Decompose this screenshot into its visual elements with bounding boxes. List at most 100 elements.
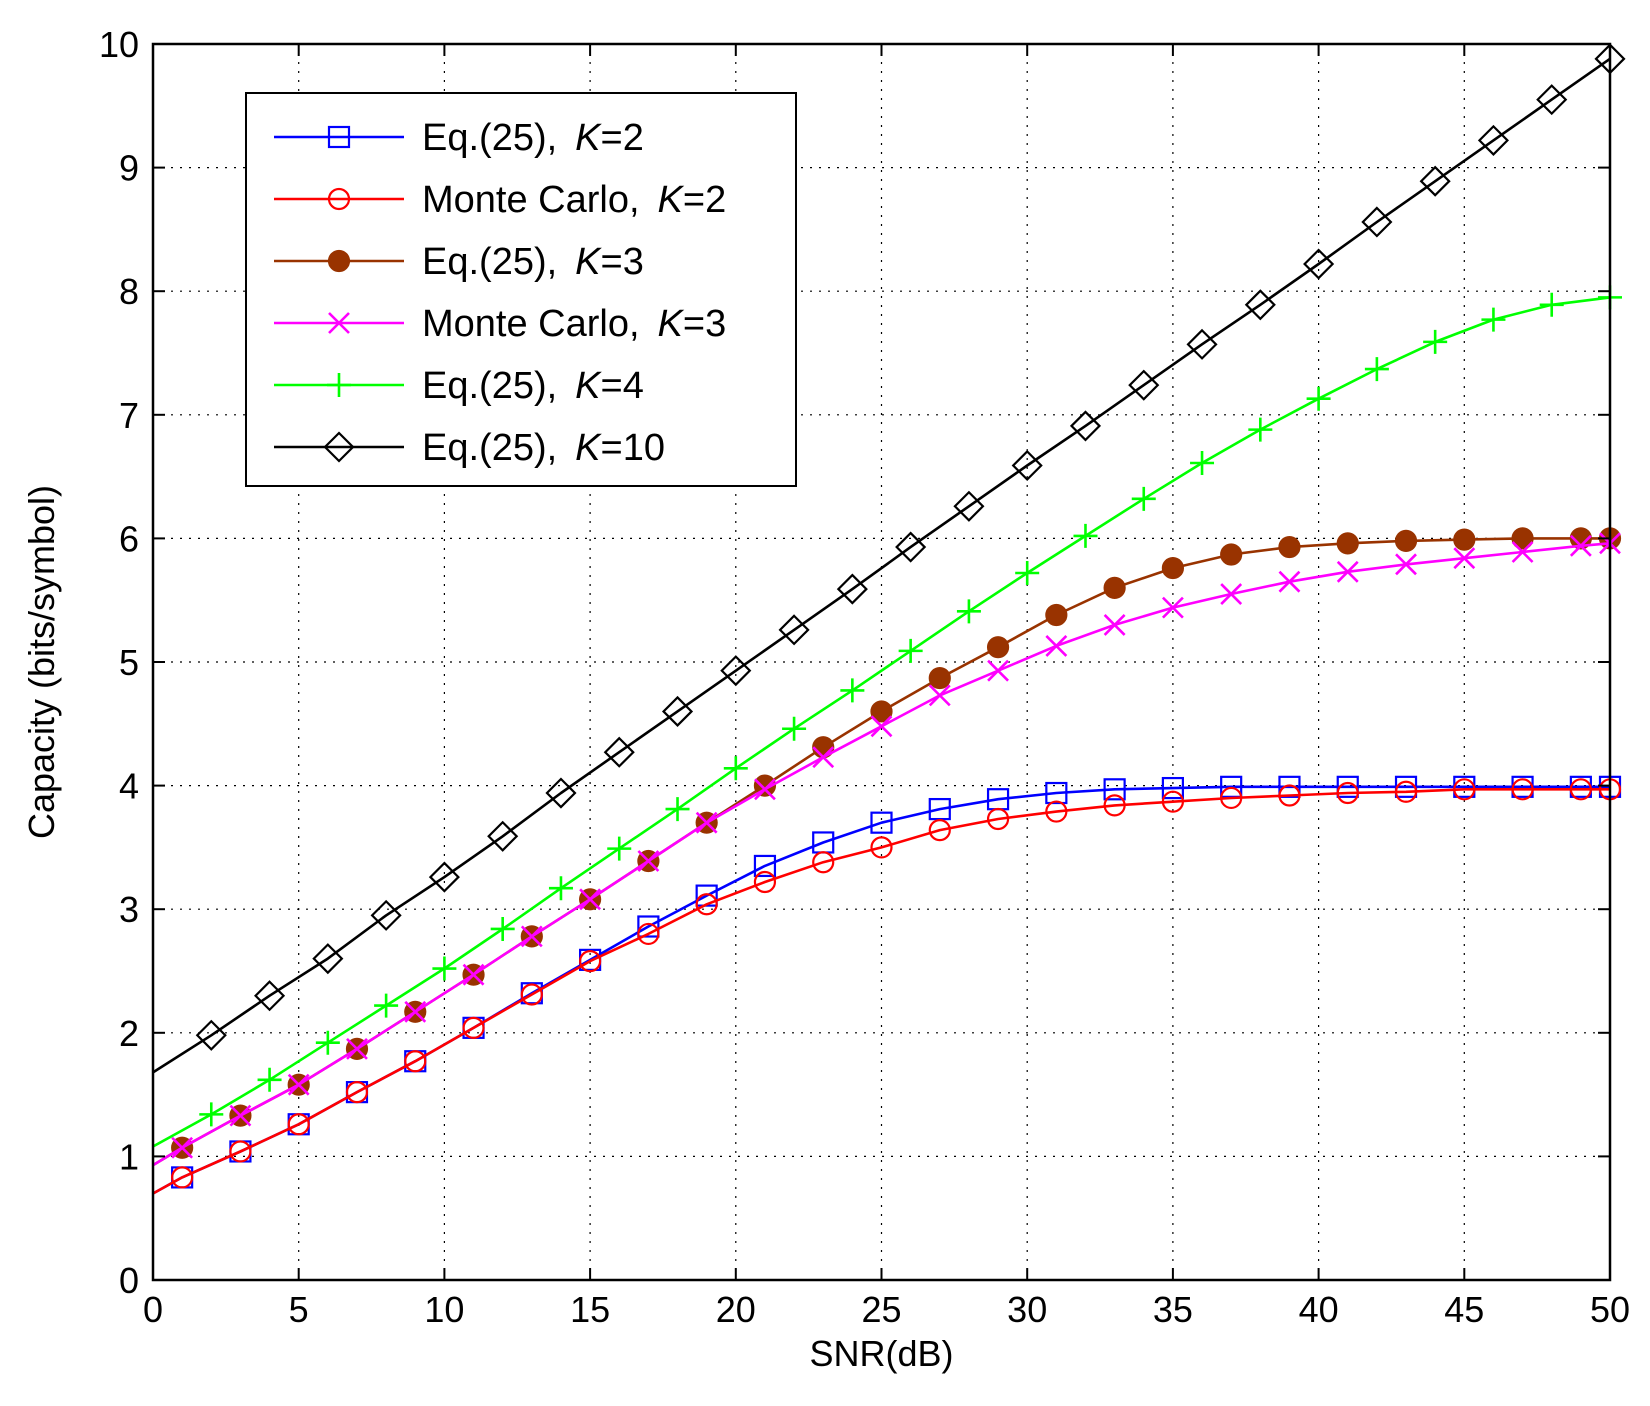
x-marker	[870, 715, 893, 738]
plot-series	[152, 43, 1626, 1195]
x-marker	[404, 1000, 427, 1023]
circle-marker	[986, 807, 1010, 831]
x-tick-label: 25	[861, 1289, 901, 1330]
diamond-marker	[1186, 328, 1218, 360]
circle-marker	[870, 836, 893, 859]
plus-marker	[1248, 417, 1273, 442]
filled-circle-marker	[986, 636, 1010, 659]
square-marker	[870, 811, 893, 834]
x-tick-label: 10	[424, 1289, 464, 1330]
circle-marker	[171, 1166, 194, 1189]
legend-label-suffix: =3	[601, 241, 644, 283]
x-marker	[1103, 614, 1126, 636]
plus-marker	[1073, 523, 1098, 548]
plus-marker	[956, 599, 981, 624]
plus-marker	[1306, 386, 1331, 411]
x-marker	[579, 888, 602, 911]
diamond-marker	[254, 980, 286, 1012]
circle-marker	[287, 1113, 310, 1136]
diamond-marker	[1244, 289, 1276, 321]
x-tick-label: 45	[1444, 1289, 1484, 1330]
plus-marker	[1131, 486, 1156, 511]
legend-label-k: K	[575, 365, 602, 407]
x-tick-label: 30	[1007, 1289, 1047, 1330]
circle-marker	[812, 851, 835, 874]
x-marker	[1045, 635, 1068, 657]
series-line	[152, 787, 1610, 1195]
legend-label-k: K	[575, 427, 602, 469]
x-marker	[1336, 560, 1359, 583]
diamond-marker	[323, 431, 355, 463]
circle-marker	[1569, 778, 1592, 801]
legend-entry: Monte Carlo, K=2	[274, 179, 726, 221]
circle-marker	[404, 1050, 427, 1073]
series-line	[152, 57, 1611, 1074]
x-marker	[1161, 596, 1184, 619]
circle-marker	[753, 870, 777, 894]
plus-marker	[840, 678, 865, 703]
diamond-marker	[1419, 165, 1451, 197]
circle-marker	[1161, 790, 1185, 813]
square-marker	[327, 125, 351, 149]
legend-label: Eq.(25), K=10	[422, 427, 665, 469]
y-tick-label: 1	[119, 1136, 139, 1177]
filled-circle-marker	[327, 249, 351, 273]
plus-marker	[1423, 329, 1448, 354]
plus-marker	[199, 1102, 224, 1127]
circle-marker	[1045, 800, 1068, 823]
legend-label: Monte Carlo, K=3	[422, 303, 726, 345]
circle-marker	[1278, 784, 1301, 807]
plus-marker	[898, 638, 923, 663]
diamond-marker	[1303, 248, 1335, 280]
y-tick-label: 2	[119, 1013, 139, 1054]
circle-marker	[1103, 794, 1126, 817]
legend-label-suffix: =3	[683, 303, 726, 345]
plus-marker	[665, 797, 690, 822]
legend-label-suffix: =2	[601, 117, 644, 159]
x-marker	[754, 778, 776, 801]
y-tick-label: 10	[99, 24, 139, 65]
legend-entry: Eq.(25), K=4	[274, 365, 644, 407]
y-tick-label: 3	[119, 889, 139, 930]
diamond-marker	[545, 777, 577, 809]
x-marker	[695, 811, 718, 834]
square-marker	[1394, 775, 1418, 798]
plus-marker	[327, 373, 351, 397]
x-marker	[812, 746, 835, 769]
diamond-marker	[312, 943, 344, 975]
diamond-marker	[895, 531, 927, 563]
y-tick-label: 4	[119, 766, 139, 807]
diamond-marker	[1361, 206, 1393, 238]
x-marker	[637, 850, 660, 872]
legend-label-prefix: Eq.(25),	[422, 427, 557, 469]
square-marker	[637, 915, 660, 938]
plus-marker	[1190, 451, 1215, 476]
diamond-marker	[603, 736, 635, 768]
circle-marker	[578, 950, 602, 973]
plus-marker	[1364, 357, 1389, 382]
diamond-marker	[428, 861, 460, 893]
diamond-marker	[1069, 410, 1102, 442]
x-tick-label: 5	[289, 1289, 309, 1330]
filled-circle-marker	[1336, 532, 1359, 555]
plus-marker	[315, 1030, 340, 1055]
filled-circle-marker	[1453, 528, 1476, 551]
y-tick-label: 6	[119, 518, 139, 559]
series-2	[152, 778, 1622, 1195]
plus-marker	[490, 916, 515, 941]
x-marker	[1569, 534, 1592, 557]
filled-circle-marker	[1394, 529, 1418, 552]
legend-label-k: K	[658, 179, 685, 221]
circle-marker	[1394, 780, 1418, 803]
diamond-marker	[1128, 369, 1160, 401]
filled-circle-marker	[928, 666, 951, 690]
x-marker	[1220, 583, 1243, 605]
filled-circle-marker	[1045, 603, 1068, 627]
x-marker	[1278, 570, 1301, 593]
plus-marker	[548, 876, 573, 901]
y-tick-label: 7	[119, 395, 139, 436]
x-tick-label: 35	[1153, 1289, 1193, 1330]
square-marker	[1045, 781, 1068, 805]
